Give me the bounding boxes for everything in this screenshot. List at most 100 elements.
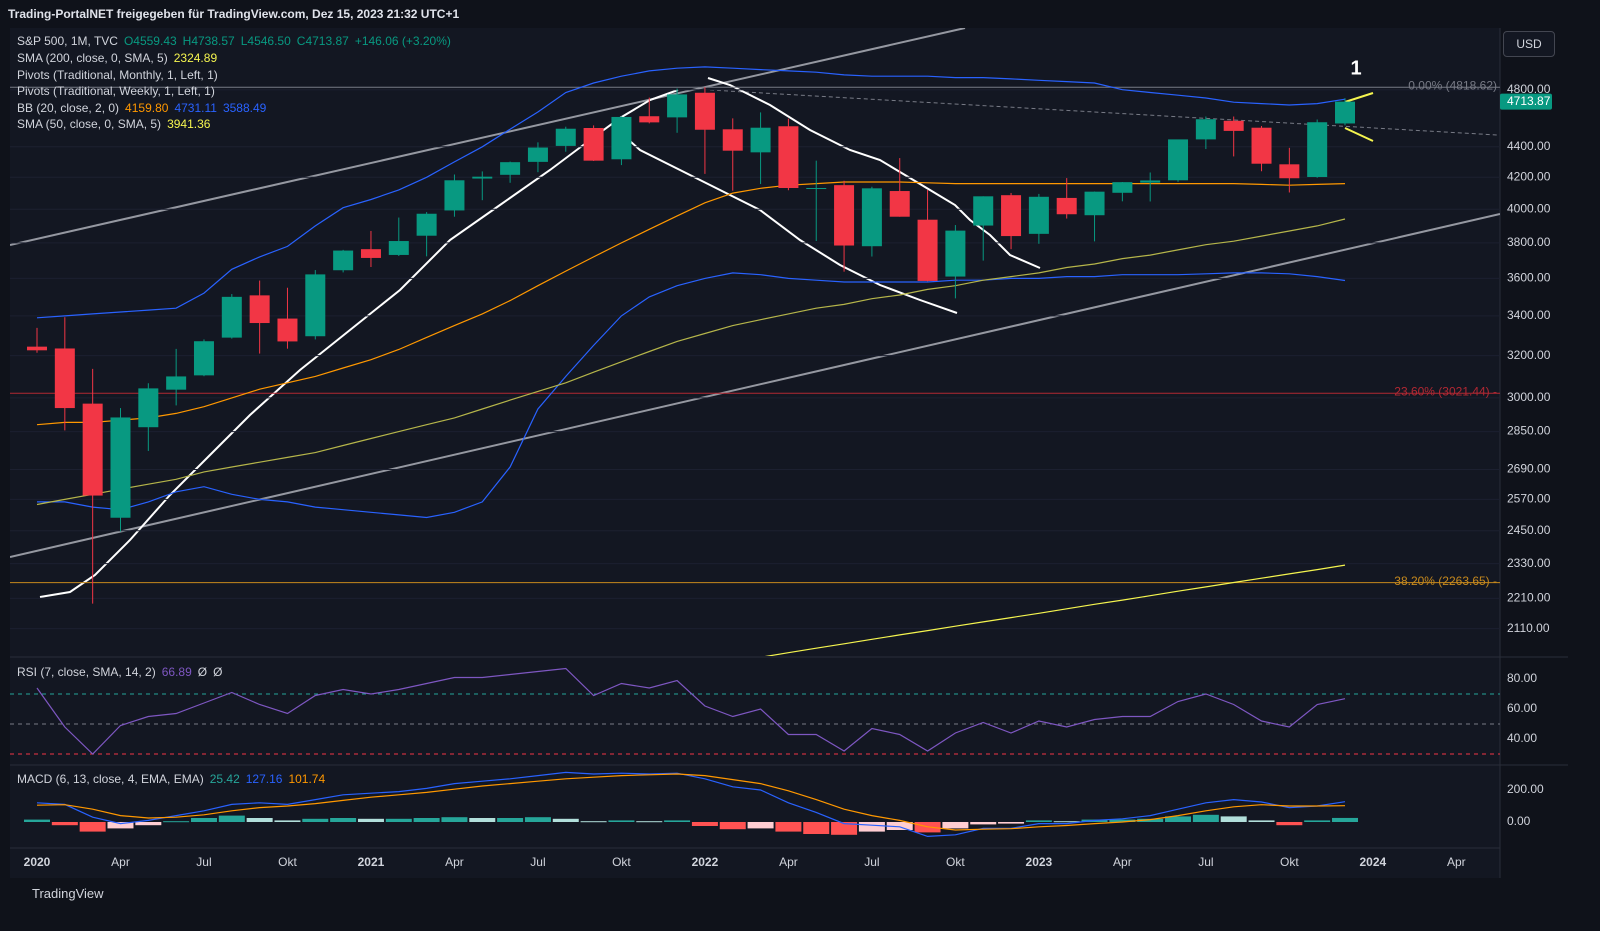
y-tick-label: 4400.00: [1507, 139, 1551, 153]
x-tick-label: Okt: [278, 855, 297, 869]
candle-body: [1056, 197, 1077, 215]
arrow-drawing: [1344, 127, 1374, 142]
y-tick-label: 3200.00: [1507, 348, 1551, 362]
candle-body: [1251, 127, 1272, 164]
ohlc-value: L4546.50: [240, 34, 291, 48]
x-tick-label: Jul: [864, 855, 879, 869]
y-tick-label: 3400.00: [1507, 308, 1551, 322]
x-tick-label: Apr: [1447, 855, 1466, 869]
indicator-value: 101.74: [288, 772, 326, 786]
y-tick-label: 3800.00: [1507, 235, 1551, 249]
candle-body: [1223, 120, 1244, 131]
y-tick-label: 2850.00: [1507, 424, 1551, 438]
symbol-legend: S&P 500, 1M, TVC O4559.43 H4738.57 L4546.50…: [17, 34, 463, 48]
macd-histogram-bar: [1248, 820, 1275, 822]
macd-histogram-bar: [190, 818, 217, 822]
candle-body: [1084, 191, 1105, 216]
candle-body: [1335, 101, 1356, 124]
macd-histogram-bar: [1304, 820, 1331, 822]
candle-body: [1112, 182, 1133, 193]
ohlc-value: H4738.57: [182, 34, 235, 48]
indicator-value: 25.42: [209, 772, 240, 786]
last-price-label: 4713.87: [1507, 94, 1551, 108]
macd-histogram-bar: [24, 819, 50, 822]
candle-body: [778, 126, 799, 189]
candle-body: [611, 116, 632, 160]
candle-body: [333, 250, 354, 271]
x-tick-label: Apr: [111, 855, 130, 869]
symbol: S&P 500, 1M, TVC: [17, 34, 118, 48]
brand-logo: TradingView: [32, 886, 104, 901]
fib-label: 38.20% (2263.65) -: [1394, 574, 1497, 588]
candle-body: [694, 92, 715, 130]
x-tick-label: 2023: [1026, 855, 1053, 869]
macd-histogram-bar: [274, 820, 301, 822]
indicator-line: [36, 218, 1346, 506]
candle-body: [249, 295, 270, 324]
macd-histogram-bar: [580, 821, 607, 823]
x-tick-label: 2022: [692, 855, 719, 869]
y-tick-label: 40.00: [1507, 731, 1537, 745]
candle-body: [138, 388, 159, 428]
y-tick-label: 2330.00: [1507, 556, 1551, 570]
macd-histogram-bar: [552, 818, 579, 822]
y-tick-label: 2110.00: [1507, 621, 1550, 635]
macd-histogram-bar: [469, 818, 496, 822]
x-tick-label: Jul: [196, 855, 211, 869]
candle-body: [834, 185, 855, 246]
candle-body: [388, 241, 409, 255]
macd-histogram-bar: [970, 822, 997, 825]
x-tick-label: Okt: [612, 855, 631, 869]
y-tick-label: 2210.00: [1507, 590, 1551, 604]
indicator-legend: Pivots (Traditional, Monthly, 1, Left, 1…: [17, 68, 224, 82]
currency-button[interactable]: USD: [1503, 31, 1555, 57]
x-tick-label: Apr: [1113, 855, 1132, 869]
macd-histogram-bar: [330, 818, 357, 822]
macd-histogram-bar: [719, 822, 746, 830]
indicator-value: 66.89: [161, 665, 192, 679]
x-tick-label: Apr: [445, 855, 464, 869]
macd-histogram-bar: [135, 822, 162, 826]
indicator-name: Pivots (Traditional, Monthly, 1, Left, 1…: [17, 67, 218, 82]
candle-body: [1168, 139, 1189, 181]
rsi-line: [36, 667, 1346, 755]
ohlc-value: +146.06 (+3.20%): [354, 34, 451, 48]
rsi-legend: RSI (7, close, SMA, 14, 2) 66.89 Ø Ø: [17, 665, 228, 679]
macd-histogram-bar: [747, 822, 774, 829]
indicator-value: 3588.49: [222, 100, 267, 115]
curve-drawing: [707, 77, 1041, 269]
macd-histogram-bar: [441, 817, 468, 822]
indicator-name: BB (20, close, 2, 0): [17, 100, 120, 115]
indicator-legend: SMA (50, close, 0, SMA, 5) 3941.36: [17, 117, 216, 131]
macd-histogram-bar: [1192, 814, 1219, 822]
macd-histogram-bar: [385, 818, 412, 822]
macd-histogram-bar: [413, 818, 440, 822]
candle-body: [221, 296, 242, 338]
macd-histogram-bar: [302, 818, 329, 822]
candle-body: [945, 230, 966, 277]
macd-histogram-bar: [246, 818, 273, 822]
chart-background: [10, 28, 1500, 878]
macd-histogram-bar: [1332, 817, 1359, 822]
x-tick-label: Okt: [946, 855, 965, 869]
macd-histogram-bar: [51, 822, 78, 826]
candle-body: [54, 348, 75, 409]
macd-histogram-bar: [831, 822, 858, 835]
y-tick-label: 60.00: [1507, 701, 1537, 715]
macd-line: [36, 771, 1346, 838]
macd-legend: MACD (6, 13, close, 4, EMA, EMA) 25.42 127…: [17, 772, 331, 786]
arrow-drawing: [1344, 92, 1374, 103]
y-tick-label: 200.00: [1507, 782, 1544, 796]
candle-body: [583, 127, 604, 161]
candle-body: [500, 162, 521, 175]
indicator-name: MACD (6, 13, close, 4, EMA, EMA): [17, 772, 204, 786]
indicator-line: [764, 564, 1346, 656]
candle-body: [1307, 122, 1328, 177]
macd-histogram-bar: [942, 822, 969, 829]
indicator-legend: BB (20, close, 2, 0) 4159.80 4731.11 3588.4…: [17, 101, 272, 115]
indicator-value: 4731.11: [174, 100, 217, 115]
candle-body: [1140, 180, 1161, 183]
candle-body: [193, 341, 214, 376]
candle-body: [861, 188, 882, 247]
